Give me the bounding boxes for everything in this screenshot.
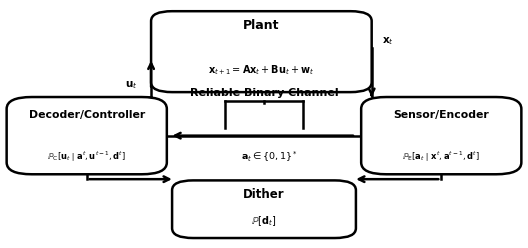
Text: Sensor/Encoder: Sensor/Encoder <box>393 110 489 121</box>
Text: Decoder/Controller: Decoder/Controller <box>29 110 145 121</box>
Text: $\mathbb{P}_{\mathrm{C}}[\mathbf{u}_t \mid \mathbf{a}^t, \mathbf{u}^{t-1}, \math: $\mathbb{P}_{\mathrm{C}}[\mathbf{u}_t \m… <box>47 150 126 164</box>
FancyBboxPatch shape <box>151 11 372 92</box>
FancyBboxPatch shape <box>172 180 356 238</box>
Text: $\mathbf{a}_t \in \{0,1\}^*$: $\mathbf{a}_t \in \{0,1\}^*$ <box>241 149 298 164</box>
Text: $\mathbf{x}_t$: $\mathbf{x}_t$ <box>382 35 394 47</box>
Text: $\mathbf{u}_t$: $\mathbf{u}_t$ <box>125 79 138 91</box>
FancyBboxPatch shape <box>361 97 521 174</box>
Text: $\mathbb{P}[\mathbf{d}_t]$: $\mathbb{P}[\mathbf{d}_t]$ <box>251 214 277 228</box>
Text: Reliable Binary Channel: Reliable Binary Channel <box>190 88 338 98</box>
FancyBboxPatch shape <box>7 97 167 174</box>
Text: $\mathbb{P}_{\mathrm{E}}[\mathbf{a}_t \mid \mathbf{x}^t, \mathbf{a}^{t-1}, \math: $\mathbb{P}_{\mathrm{E}}[\mathbf{a}_t \m… <box>402 150 480 164</box>
Text: Dither: Dither <box>243 188 285 201</box>
Text: Plant: Plant <box>243 19 280 32</box>
Text: $\mathbf{x}_{t+1} = \mathbf{Ax}_t + \mathbf{Bu}_t + \mathbf{w}_t$: $\mathbf{x}_{t+1} = \mathbf{Ax}_t + \mat… <box>208 63 315 77</box>
